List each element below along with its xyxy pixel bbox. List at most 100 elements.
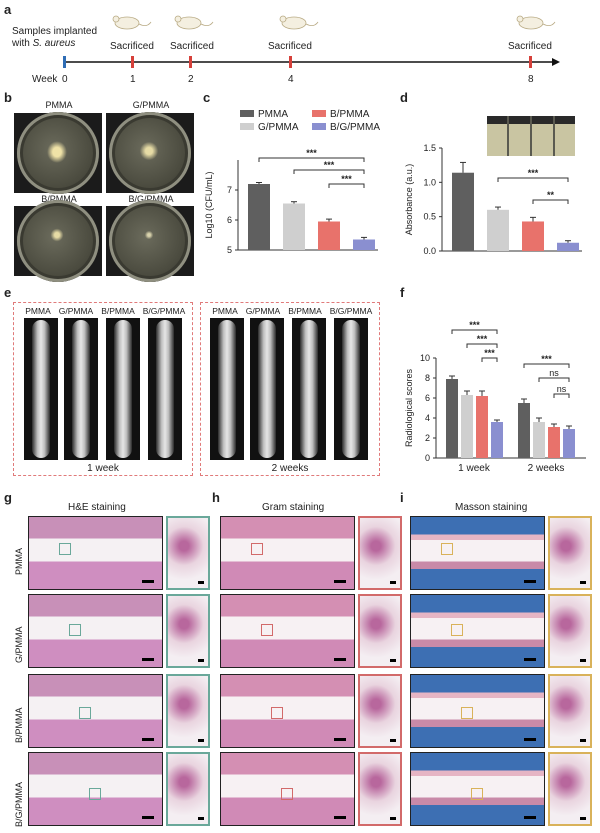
xray-image [334, 318, 368, 460]
timeline-svg [63, 15, 560, 68]
histology-inset [548, 516, 592, 590]
zoom-region-box [271, 707, 283, 719]
xray-image [106, 318, 140, 460]
xray-group-2weeks [200, 302, 380, 476]
histology-section [28, 752, 163, 826]
legend-label: B/G/PMMA [330, 122, 380, 133]
histology-section [220, 594, 355, 668]
x-tick-label: 1 week [458, 463, 491, 474]
histology-section [220, 674, 355, 748]
bar-PMMA [452, 172, 474, 251]
y-axis-label: Log10 (CFU/mL) [204, 171, 214, 238]
bacterial-colonies [139, 141, 159, 161]
scale-bar [580, 659, 586, 662]
y-tick-label: 0.5 [423, 212, 436, 222]
implant-text: Samples implanted with S. aureus [12, 26, 97, 50]
significance-bracket [328, 183, 365, 188]
xray-image [292, 318, 326, 460]
significance-label: ** [547, 190, 555, 200]
significance-label: *** [541, 354, 552, 364]
sacrificed-week-8: Sacrificed [508, 41, 552, 52]
tick-label-0: 0 [62, 74, 68, 85]
y-tick-label: 7 [227, 185, 232, 195]
histology-inset [548, 674, 592, 748]
legend-label: G/PMMA [258, 122, 299, 133]
week-label: Week [32, 74, 58, 85]
x-tick-label: 2 weeks [528, 463, 565, 474]
row-label-b-g-pmma: B/G/PMMA [14, 781, 24, 827]
zoom-region-box [461, 707, 473, 719]
mouse-icon [516, 15, 556, 30]
scale-bar [334, 738, 346, 741]
bar-G/PMMA [461, 395, 473, 458]
y-axis-label: Absorbance (a.u.) [404, 164, 414, 236]
tick-week-8 [529, 56, 532, 68]
y-tick-label: 4 [425, 413, 430, 423]
histology-section [28, 674, 163, 748]
xray-group-1week [13, 302, 193, 476]
legend-swatch [312, 123, 326, 130]
scale-bar [390, 739, 396, 742]
scale-bar [142, 816, 154, 819]
mouse-icon [174, 15, 214, 30]
legend-label: PMMA [258, 109, 288, 120]
scale-bar [198, 659, 204, 662]
mouse-icon [112, 15, 152, 30]
bacterial-colonies [50, 228, 64, 242]
histology-inset [358, 752, 402, 826]
chart-f: 0 2 4 6 8 10 Radiological scores 1 week 2 weeks *… [404, 320, 586, 474]
significance-bracket [523, 363, 570, 368]
xray-label-b-g-pmma: B/G/PMMA [142, 306, 186, 316]
zoom-region-box [59, 543, 71, 555]
histology-section [28, 516, 163, 590]
tick-label-4: 4 [288, 74, 294, 85]
panel-label-c: c [203, 90, 211, 105]
bar-B/G/PMMA [557, 242, 579, 251]
scale-bar [198, 739, 204, 742]
panel-label-f: f [400, 285, 405, 300]
histology-section [28, 594, 163, 668]
y-tick-label: 10 [420, 353, 430, 363]
panel-label-a: a [4, 2, 12, 17]
mouse-icon [279, 15, 319, 30]
xray-image [250, 318, 284, 460]
xray-caption-2weeks: 2 weeks [271, 463, 309, 474]
scale-bar [334, 580, 346, 583]
histology-section [220, 516, 355, 590]
bar-B/PMMA [476, 396, 488, 458]
legend-swatch [240, 123, 254, 130]
xray-label-g-pmma-2w: G/PMMA [245, 306, 281, 316]
bar-B/G/PMMA [353, 239, 375, 250]
bar-PMMA [248, 184, 270, 250]
significance-bracket [293, 169, 365, 174]
legend-label: B/PMMA [330, 109, 370, 120]
significance-bracket [497, 177, 569, 182]
implant-prefix: with [12, 38, 33, 49]
significance-bracket [481, 357, 498, 362]
significance-label: *** [528, 168, 539, 178]
scale-bar [142, 658, 154, 661]
zoom-region-box [471, 788, 483, 800]
dish-photo-b-g-pmma [106, 200, 194, 282]
implant-line1: Samples implanted [12, 26, 98, 37]
histology-section [410, 674, 545, 748]
bar-B/G/PMMA [563, 429, 575, 458]
xray-image [64, 318, 98, 460]
panel-label-e: e [4, 285, 12, 300]
histology-inset [358, 516, 402, 590]
zoom-region-box [441, 543, 453, 555]
xray-label-pmma: PMMA [25, 306, 51, 316]
significance-label: ns [557, 384, 567, 394]
significance-label: *** [469, 320, 480, 330]
scale-bar [524, 816, 536, 819]
dish-label-b-g-pmma: B/G/PMMA [128, 194, 174, 204]
xray-label-b-g-pmma-2w: B/G/PMMA [329, 306, 373, 316]
histology-section [220, 752, 355, 826]
scale-bar [334, 816, 346, 819]
scale-bar [390, 581, 396, 584]
histology-inset [166, 752, 210, 826]
sacrificed-week-4: Sacrificed [268, 41, 312, 52]
tube-photo [487, 116, 575, 156]
bar-B/PMMA [318, 221, 340, 250]
